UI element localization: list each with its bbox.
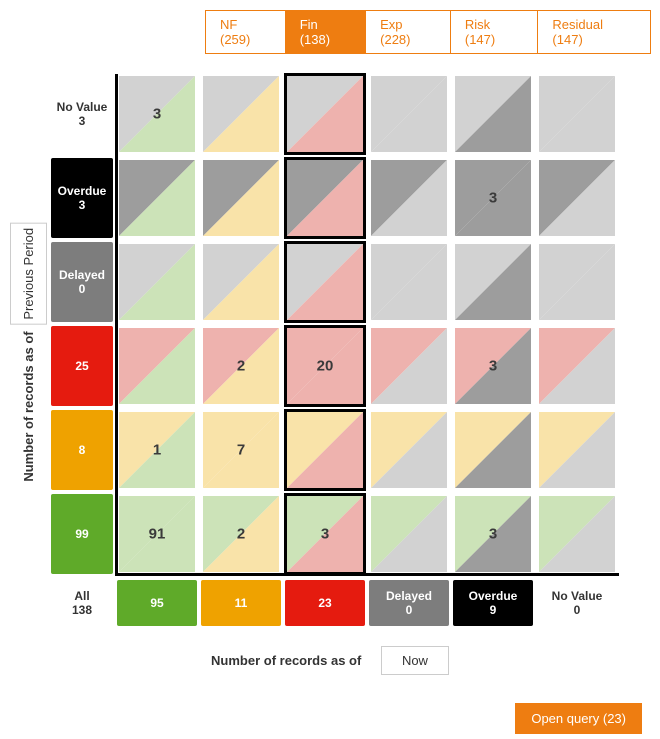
matrix-cell[interactable]: [287, 160, 363, 236]
matrix-cell[interactable]: [203, 160, 279, 236]
tabs: NF (259)Fin (138)Exp (228)Risk (147)Resi…: [205, 10, 650, 54]
y-axis-sub[interactable]: Previous Period: [10, 223, 47, 325]
x-axis: Number of records as of Now: [10, 646, 650, 675]
row-header[interactable]: No Value3: [51, 74, 113, 154]
matrix-cell[interactable]: 3: [455, 496, 531, 572]
tab[interactable]: Fin (138): [285, 10, 366, 54]
matrix-cell[interactable]: 3: [455, 328, 531, 404]
matrix-cell[interactable]: [539, 496, 615, 572]
matrix-cell[interactable]: [371, 244, 447, 320]
matrix-cell[interactable]: [455, 244, 531, 320]
matrix-cell[interactable]: [287, 76, 363, 152]
matrix-cell[interactable]: 91: [119, 496, 195, 572]
row-header[interactable]: Overdue3: [51, 158, 113, 238]
cell-value: 7: [237, 442, 245, 459]
cell-value: 2: [237, 358, 245, 375]
matrix-cell[interactable]: [539, 76, 615, 152]
row-header[interactable]: 99: [51, 494, 113, 574]
row-header[interactable]: 25: [51, 326, 113, 406]
tab[interactable]: Residual (147): [537, 10, 651, 54]
x-axis-text: Number of records as of: [211, 653, 361, 668]
matrix-cell[interactable]: [455, 412, 531, 488]
matrix-cell[interactable]: [119, 160, 195, 236]
matrix-cell[interactable]: 3: [119, 76, 195, 152]
cell-value: 2: [237, 526, 245, 543]
col-header[interactable]: 11: [201, 580, 281, 626]
matrix-grid: No Value33Overdue33Delayed02522038179991…: [51, 74, 617, 628]
cell-value: 91: [149, 526, 166, 543]
matrix-cell[interactable]: [119, 328, 195, 404]
cell-value: 3: [153, 106, 161, 123]
y-axis-label: Number of records as of Previous Period: [10, 220, 47, 482]
matrix-cell[interactable]: [287, 412, 363, 488]
col-header[interactable]: Delayed0: [369, 580, 449, 626]
matrix-cell[interactable]: [371, 496, 447, 572]
open-query-button[interactable]: Open query (23): [515, 703, 642, 734]
tab[interactable]: Risk (147): [450, 10, 539, 54]
y-axis-text: Number of records as of: [21, 332, 36, 482]
matrix-cell[interactable]: 7: [203, 412, 279, 488]
matrix-cell[interactable]: 2: [203, 496, 279, 572]
matrix-cell[interactable]: [455, 76, 531, 152]
col-header[interactable]: Overdue9: [453, 580, 533, 626]
matrix-cell[interactable]: [371, 76, 447, 152]
matrix-cell[interactable]: 3: [455, 160, 531, 236]
cell-value: 3: [489, 190, 497, 207]
row-header[interactable]: Delayed0: [51, 242, 113, 322]
cell-value: 3: [489, 358, 497, 375]
cell-value: 1: [153, 442, 161, 459]
cell-value: 3: [321, 526, 329, 543]
matrix-cell[interactable]: [371, 160, 447, 236]
matrix-cell[interactable]: [119, 244, 195, 320]
col-header[interactable]: No Value0: [537, 580, 617, 626]
matrix-cell[interactable]: [203, 76, 279, 152]
matrix-cell[interactable]: 2: [203, 328, 279, 404]
matrix-cell[interactable]: 20: [287, 328, 363, 404]
matrix-cell[interactable]: 3: [287, 496, 363, 572]
col-header[interactable]: All138: [51, 580, 113, 626]
matrix-cell[interactable]: [539, 412, 615, 488]
chart: Number of records as of Previous Period …: [10, 74, 650, 628]
tab[interactable]: NF (259): [205, 10, 286, 54]
col-header[interactable]: 23: [285, 580, 365, 626]
x-axis-sub[interactable]: Now: [381, 646, 449, 675]
matrix-cell[interactable]: [539, 160, 615, 236]
matrix-cell[interactable]: [371, 328, 447, 404]
matrix-cell[interactable]: [539, 244, 615, 320]
matrix-cell[interactable]: [539, 328, 615, 404]
matrix-cell[interactable]: [371, 412, 447, 488]
matrix-cell[interactable]: [287, 244, 363, 320]
col-header[interactable]: 95: [117, 580, 197, 626]
matrix-cell[interactable]: [203, 244, 279, 320]
cell-value: 20: [317, 358, 334, 375]
cell-value: 3: [489, 526, 497, 543]
matrix-cell[interactable]: 1: [119, 412, 195, 488]
tab[interactable]: Exp (228): [365, 10, 451, 54]
row-header[interactable]: 8: [51, 410, 113, 490]
